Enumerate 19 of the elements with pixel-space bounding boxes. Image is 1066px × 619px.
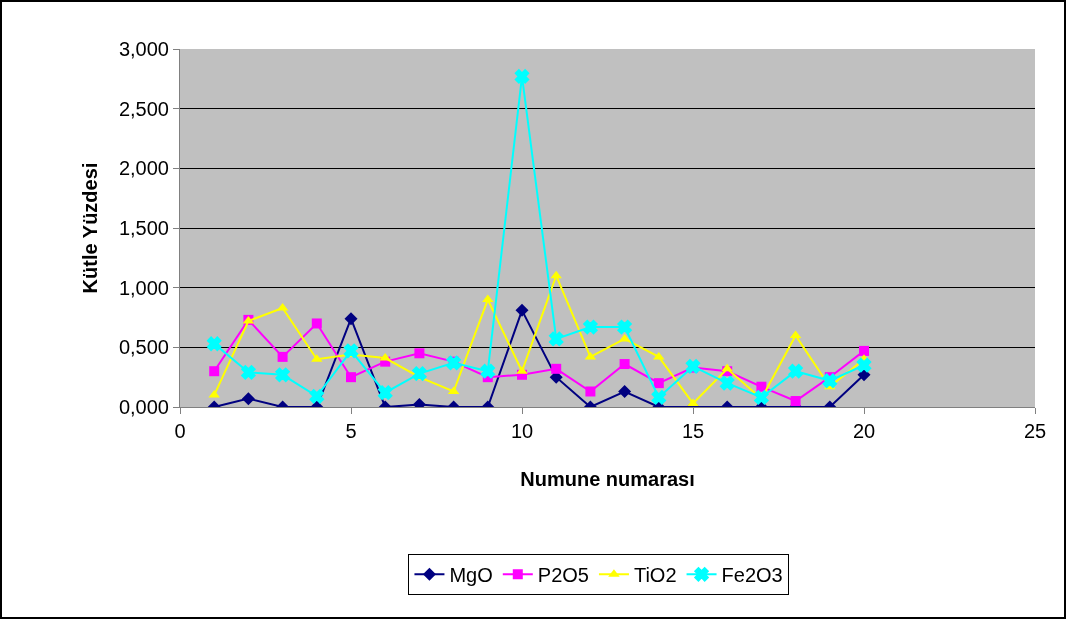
legend-label: Fe2O3 (721, 564, 783, 587)
x-tick-label: 5 (345, 420, 357, 442)
x-tick-label: 10 (510, 420, 534, 442)
x-tick-label: 0 (174, 420, 186, 442)
y-tick-label: 2,000 (118, 157, 169, 180)
y-tick-label: 1,500 (118, 217, 169, 239)
y-tick-label: 0,000 (118, 396, 169, 418)
y-tick-label: 2,500 (118, 97, 169, 120)
legend-label: MgO (449, 564, 493, 587)
y-tick-label: 3,000 (118, 38, 169, 60)
legend-label: TiO2 (633, 564, 677, 587)
x-tick-label: 20 (852, 420, 876, 442)
x-axis-title: Numune numarası (520, 467, 695, 490)
x-tick-label: 25 (1023, 420, 1047, 442)
y-tick-label: 0,500 (118, 336, 169, 359)
y-tick-label: 1,000 (118, 276, 169, 299)
x-tick-label: 15 (681, 420, 705, 442)
legend-label: P2O5 (537, 564, 589, 587)
y-axis-title: Kütle Yüzdesi (79, 162, 102, 294)
